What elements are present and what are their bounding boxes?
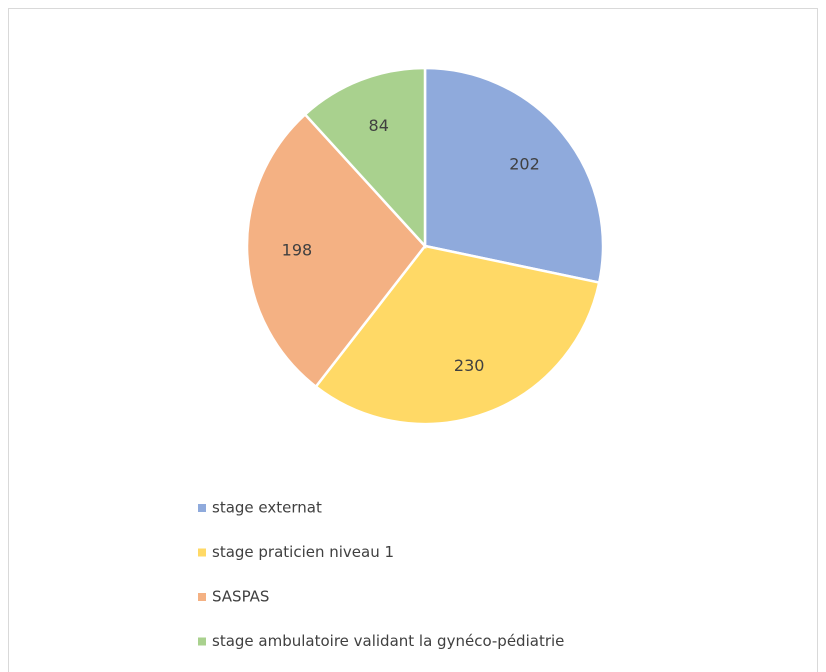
legend-swatch [198, 637, 206, 646]
legend-swatch [198, 504, 206, 512]
data-label: 202 [509, 155, 540, 174]
legend-label: stage externat [212, 499, 322, 517]
data-label: 198 [282, 241, 313, 260]
pie-slice [314, 244, 601, 426]
pie-slice [423, 66, 605, 285]
data-label: 84 [369, 116, 389, 135]
pie-slice [245, 112, 427, 389]
legend-label: SASPAS [212, 588, 269, 606]
legend-swatch [198, 548, 206, 557]
legend-label: stage ambulatoire validant la gynéco-péd… [212, 632, 564, 650]
pie-slice [303, 66, 427, 250]
legend-label: stage praticien niveau 1 [212, 543, 394, 561]
legend-swatch [198, 593, 206, 601]
data-label: 230 [454, 356, 485, 375]
